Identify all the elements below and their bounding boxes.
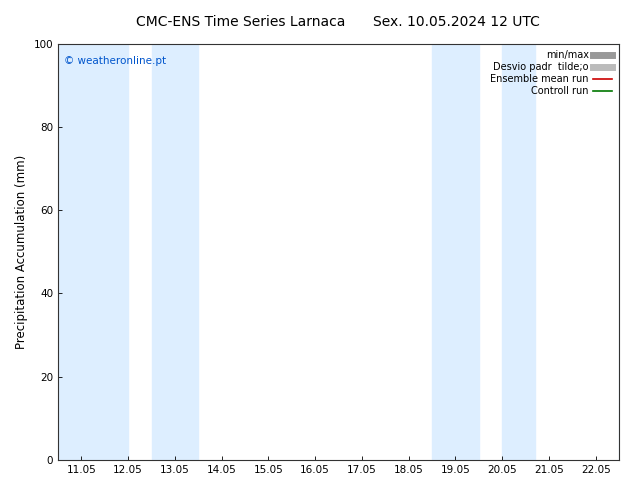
Bar <box>619 44 634 460</box>
Legend: min/max, Desvio padr  tilde;o, Ensemble mean run, Controll run: min/max, Desvio padr tilde;o, Ensemble m… <box>488 49 614 98</box>
Text: Sex. 10.05.2024 12 UTC: Sex. 10.05.2024 12 UTC <box>373 15 540 29</box>
Text: CMC-ENS Time Series Larnaca: CMC-ENS Time Series Larnaca <box>136 15 346 29</box>
Text: © weatheronline.pt: © weatheronline.pt <box>63 56 165 66</box>
Bar <box>152 44 198 460</box>
Y-axis label: Precipitation Accumulation (mm): Precipitation Accumulation (mm) <box>15 155 28 349</box>
Bar <box>432 44 479 460</box>
Bar <box>58 44 128 460</box>
Bar <box>502 44 535 460</box>
